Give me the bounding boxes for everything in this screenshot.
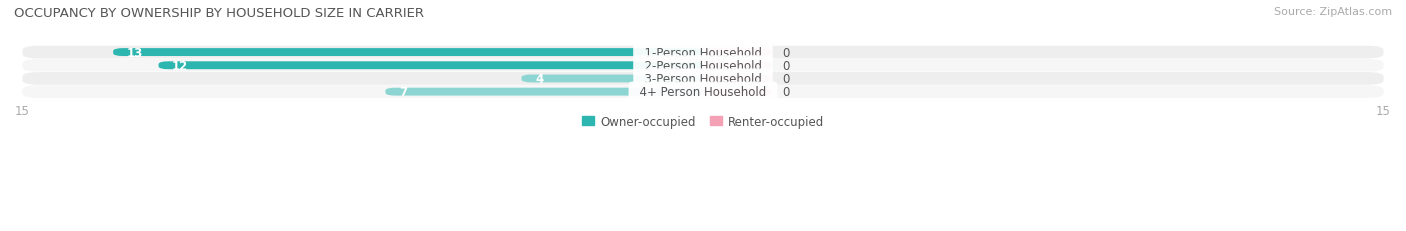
FancyBboxPatch shape	[112, 49, 703, 57]
FancyBboxPatch shape	[159, 62, 703, 70]
FancyBboxPatch shape	[22, 46, 1384, 59]
FancyBboxPatch shape	[703, 62, 770, 70]
Text: OCCUPANCY BY OWNERSHIP BY HOUSEHOLD SIZE IN CARRIER: OCCUPANCY BY OWNERSHIP BY HOUSEHOLD SIZE…	[14, 7, 425, 20]
Text: 4+ Person Household: 4+ Person Household	[633, 86, 773, 99]
FancyBboxPatch shape	[22, 60, 1384, 72]
Text: 0: 0	[782, 46, 790, 59]
FancyBboxPatch shape	[703, 75, 770, 83]
FancyBboxPatch shape	[22, 86, 1384, 99]
Text: 4: 4	[536, 73, 543, 85]
Text: 0: 0	[782, 86, 790, 99]
Text: 0: 0	[782, 73, 790, 85]
FancyBboxPatch shape	[22, 73, 1384, 85]
Text: 2-Person Household: 2-Person Household	[637, 60, 769, 73]
Legend: Owner-occupied, Renter-occupied: Owner-occupied, Renter-occupied	[582, 116, 824, 128]
Text: 3-Person Household: 3-Person Household	[637, 73, 769, 85]
Text: Source: ZipAtlas.com: Source: ZipAtlas.com	[1274, 7, 1392, 17]
Text: 7: 7	[399, 86, 408, 99]
FancyBboxPatch shape	[703, 49, 770, 57]
Text: 1-Person Household: 1-Person Household	[637, 46, 769, 59]
FancyBboxPatch shape	[522, 75, 703, 83]
FancyBboxPatch shape	[385, 88, 703, 96]
FancyBboxPatch shape	[703, 88, 770, 96]
Text: 0: 0	[782, 60, 790, 73]
Text: 13: 13	[127, 46, 143, 59]
Text: 12: 12	[172, 60, 188, 73]
